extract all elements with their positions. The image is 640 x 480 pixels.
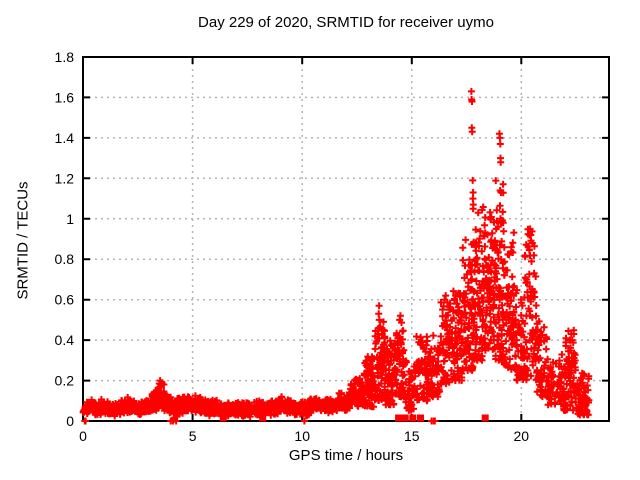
y-tick-label: 1.2: [55, 170, 75, 186]
y-tick-label: 1.4: [55, 130, 75, 146]
y-tick-label: 0.4: [55, 332, 75, 348]
grid-lines: [83, 57, 609, 421]
y-tick-label: 0.2: [55, 373, 75, 389]
chart-title: Day 229 of 2020, SRMTID for receiver uym…: [198, 14, 494, 31]
y-tick-label: 0: [66, 413, 74, 429]
x-tick-label: 20: [514, 428, 530, 444]
x-tick-label: 0: [79, 428, 87, 444]
data-points: [79, 87, 593, 425]
plot-border: [82, 56, 610, 422]
x-tick-label: 5: [189, 428, 197, 444]
x-tick-label: 10: [294, 428, 310, 444]
x-axis-label: GPS time / hours: [288, 447, 404, 464]
y-tick-label: 0.6: [55, 292, 75, 308]
y-tick-label: 1.6: [55, 89, 75, 105]
x-tick-label: 15: [404, 428, 420, 444]
y-tick-label: 1.8: [55, 49, 75, 65]
y-tick-label: 1: [66, 211, 74, 227]
y-tick-label: 0.8: [55, 251, 75, 267]
flagged-points: [219, 414, 489, 422]
